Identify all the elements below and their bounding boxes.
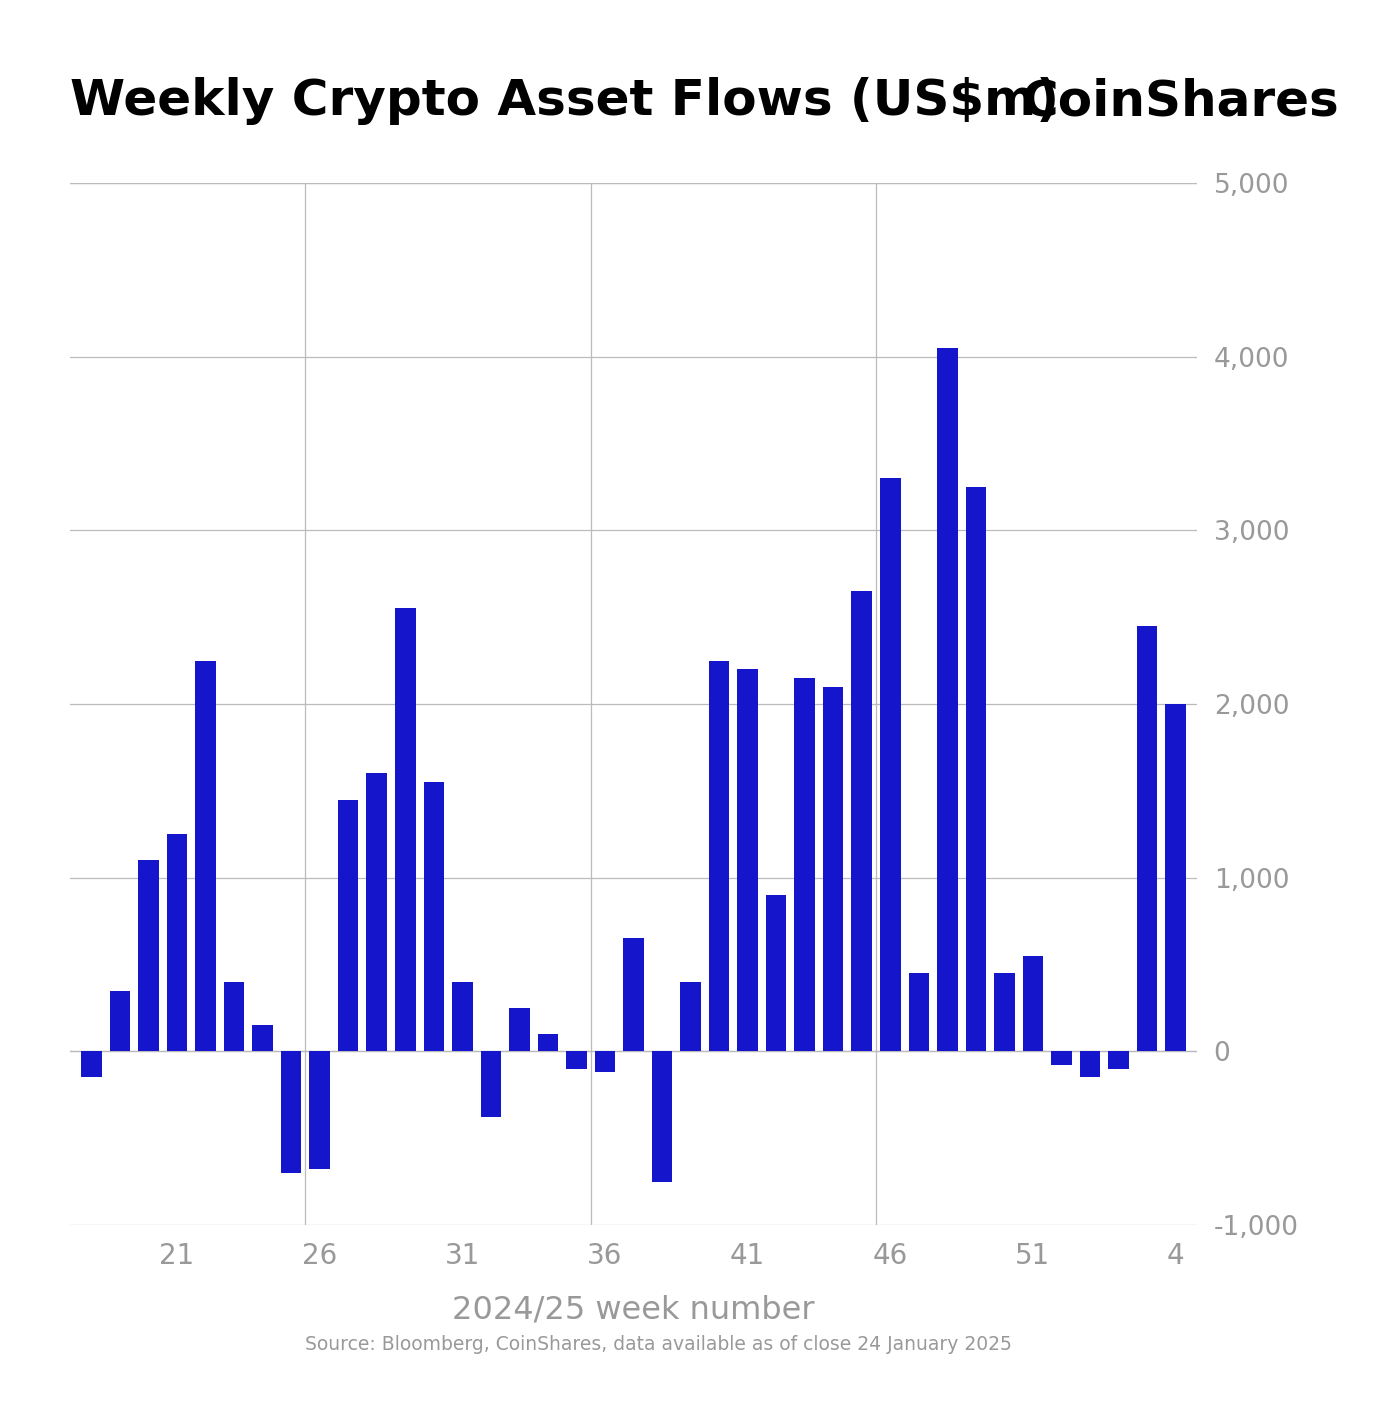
Bar bbox=[452, 981, 473, 1052]
Bar bbox=[566, 1052, 587, 1069]
Bar bbox=[1137, 625, 1158, 1052]
Bar bbox=[252, 1025, 273, 1052]
Bar bbox=[909, 973, 930, 1052]
Bar bbox=[823, 687, 843, 1052]
Bar bbox=[1109, 1052, 1128, 1069]
Bar bbox=[367, 773, 386, 1052]
Bar bbox=[937, 348, 958, 1052]
Bar bbox=[623, 938, 644, 1052]
Bar bbox=[766, 895, 787, 1052]
Bar bbox=[195, 660, 216, 1052]
Bar bbox=[994, 973, 1015, 1052]
Bar bbox=[708, 660, 729, 1052]
Bar bbox=[309, 1052, 330, 1170]
Bar bbox=[1165, 704, 1186, 1052]
Bar bbox=[109, 991, 130, 1052]
Bar bbox=[538, 1033, 559, 1052]
Bar bbox=[652, 1052, 672, 1181]
Bar bbox=[966, 487, 986, 1052]
Bar bbox=[851, 591, 872, 1052]
Bar bbox=[139, 860, 158, 1052]
Bar bbox=[794, 679, 815, 1052]
Bar bbox=[881, 479, 900, 1052]
Bar bbox=[167, 834, 188, 1052]
Bar bbox=[1022, 956, 1043, 1052]
Bar bbox=[680, 981, 701, 1052]
Bar bbox=[224, 981, 245, 1052]
Bar bbox=[81, 1052, 102, 1077]
Bar bbox=[1079, 1052, 1100, 1077]
Bar bbox=[595, 1052, 615, 1071]
Text: CoinShares: CoinShares bbox=[1022, 77, 1340, 125]
Bar bbox=[395, 608, 416, 1052]
Bar bbox=[281, 1052, 301, 1173]
Text: Weekly Crypto Asset Flows (US$m): Weekly Crypto Asset Flows (US$m) bbox=[70, 77, 1058, 125]
Bar bbox=[1051, 1052, 1072, 1066]
Bar bbox=[337, 800, 358, 1052]
Text: Source: Bloomberg, CoinShares, data available as of close 24 January 2025: Source: Bloomberg, CoinShares, data avai… bbox=[305, 1336, 1011, 1354]
Bar bbox=[480, 1052, 501, 1118]
Bar bbox=[424, 783, 444, 1052]
Bar bbox=[510, 1008, 529, 1052]
X-axis label: 2024/25 week number: 2024/25 week number bbox=[452, 1294, 815, 1325]
Bar bbox=[738, 669, 757, 1052]
